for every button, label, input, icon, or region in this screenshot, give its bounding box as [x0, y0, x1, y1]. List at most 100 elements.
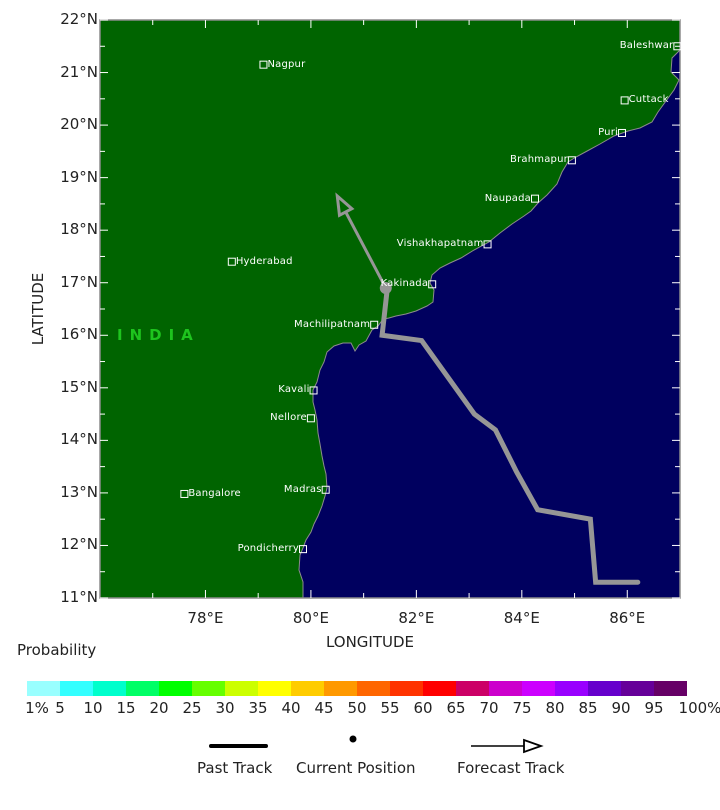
legend-past-track-label: Past Track: [197, 759, 273, 777]
lat-tick-label: 15°N: [60, 377, 98, 396]
axis-ticks: [100, 19, 680, 599]
city-label-machilipatnam: Machilipatnam: [294, 318, 371, 330]
lat-tick-label: 21°N: [60, 62, 98, 81]
forecast-arrow-head: [335, 192, 355, 218]
current-position-marker: [379, 281, 392, 294]
colorbar-label: 50: [347, 699, 367, 717]
colorbar-label: 45: [314, 699, 334, 717]
colorbar-label: 100%: [678, 699, 720, 717]
lat-tick-label: 17°N: [60, 272, 98, 291]
lat-tick-label: 16°N: [60, 325, 98, 344]
colorbar-swatch: [225, 681, 258, 696]
city-marker-icon: [321, 485, 330, 494]
city-label-hyderabad: Hyderabad: [235, 255, 293, 267]
colorbar-swatch: [555, 681, 588, 696]
lon-tick-label: 78°E: [187, 609, 224, 627]
colorbar-label: 10: [83, 699, 103, 717]
colorbar-label: 80: [545, 699, 565, 717]
lon-tick-label: 86°E: [609, 609, 646, 627]
city-marker-icon: [567, 156, 576, 165]
colorbar-swatch: [654, 681, 687, 696]
lon-tick-label: 82°E: [398, 609, 435, 627]
lat-tick-label: 13°N: [60, 482, 98, 501]
probability-title: Probability: [17, 641, 97, 659]
city-marker-icon: [483, 240, 492, 249]
colorbar-swatch: [324, 681, 357, 696]
colorbar-label: 75: [512, 699, 532, 717]
city-label-brahmapur: Brahmapur: [510, 154, 568, 166]
colorbar-swatch: [192, 681, 225, 696]
city-label-kavali: Kavali: [278, 384, 310, 396]
city-marker-icon: [618, 128, 626, 137]
colorbar-swatch: [27, 681, 60, 696]
legend-forecast-arrow-icon: [471, 738, 544, 754]
lat-tick-label: 11°N: [60, 588, 98, 606]
colorbar-swatch: [522, 681, 555, 696]
city-label-vishakhapatnam: Vishakhapatnam: [396, 238, 484, 250]
city-marker-icon: [180, 489, 189, 498]
city-marker-icon: [309, 386, 318, 395]
city-label-kakinada: Kakinada: [380, 278, 429, 290]
colorbar-swatch: [258, 681, 291, 696]
city-label-puri: Puri: [598, 126, 618, 138]
past-track-line: [379, 285, 641, 585]
lat-tick-label: 20°N: [60, 115, 98, 134]
forecast-track-line: [344, 211, 388, 289]
colorbar-label: 65: [446, 699, 466, 717]
x-axis-title: LONGITUDE: [325, 633, 415, 651]
colorbar-swatch: [423, 681, 456, 696]
city-marker-icon: [370, 320, 379, 329]
legend-forecast-track-label: Forecast Track: [457, 759, 565, 777]
colorbar-label: 15: [116, 699, 136, 717]
city-label-nellore: Nellore: [270, 412, 307, 424]
legend-current-position-icon: [349, 735, 357, 743]
legend-current-position-label: Current Position: [296, 759, 416, 777]
colorbar-swatch: [126, 681, 159, 696]
city-label-nagpur: Nagpur: [267, 58, 306, 70]
y-axis-title: LATITUDE: [29, 272, 47, 346]
colorbar-swatch: [60, 681, 93, 696]
colorbar-label: 30: [215, 699, 235, 717]
colorbar-label: 85: [578, 699, 598, 717]
city-label-bangalore: Bangalore: [188, 487, 241, 499]
colorbar-swatch: [390, 681, 423, 696]
city-label-baleshwar: Baleshwar: [619, 40, 674, 52]
city-markers: [180, 42, 682, 554]
colorbar-swatch: [621, 681, 654, 696]
india-landmass: [99, 19, 681, 599]
city-marker-icon: [299, 545, 307, 554]
lat-tick-label: 18°N: [60, 220, 98, 239]
lat-tick-label: 12°N: [60, 535, 98, 554]
colorbar-swatch: [489, 681, 522, 696]
colorbar-swatch: [291, 681, 324, 696]
city-marker-icon: [620, 96, 629, 105]
city-marker-icon: [673, 42, 682, 51]
city-label-madras: Madras: [283, 483, 322, 495]
colorbar-label: 5: [55, 699, 65, 717]
colorbar-label: 60: [413, 699, 433, 717]
probability-colorbar: [27, 681, 687, 696]
lat-tick-label: 14°N: [60, 430, 98, 449]
city-marker-icon: [428, 280, 437, 289]
colorbar-labels: 1% 5 10 15 20 25 30 35 40 45 50 55 60 65 70 75 80 85 90 95 1…: [0, 699, 720, 719]
colorbar-swatch: [93, 681, 126, 696]
lat-tick-label: 19°N: [60, 167, 98, 186]
country-label-india: INDIA: [117, 326, 200, 344]
colorbar-swatch: [588, 681, 621, 696]
colorbar-label: 90: [611, 699, 631, 717]
lon-tick-label: 84°E: [503, 609, 540, 627]
lat-tick-label: 22°N: [60, 10, 98, 28]
colorbar-label: 1%: [25, 699, 49, 717]
lon-tick-label: 80°E: [292, 609, 329, 627]
colorbar-label: 35: [248, 699, 268, 717]
city-marker-icon: [531, 194, 539, 203]
city-marker-icon: [227, 257, 236, 266]
colorbar-swatch: [456, 681, 489, 696]
city-marker-icon: [306, 414, 315, 423]
colorbar-swatch: [357, 681, 390, 696]
colorbar-label: 55: [380, 699, 400, 717]
colorbar-label: 70: [479, 699, 499, 717]
colorbar-label: 40: [281, 699, 301, 717]
city-marker-icon: [259, 60, 268, 69]
